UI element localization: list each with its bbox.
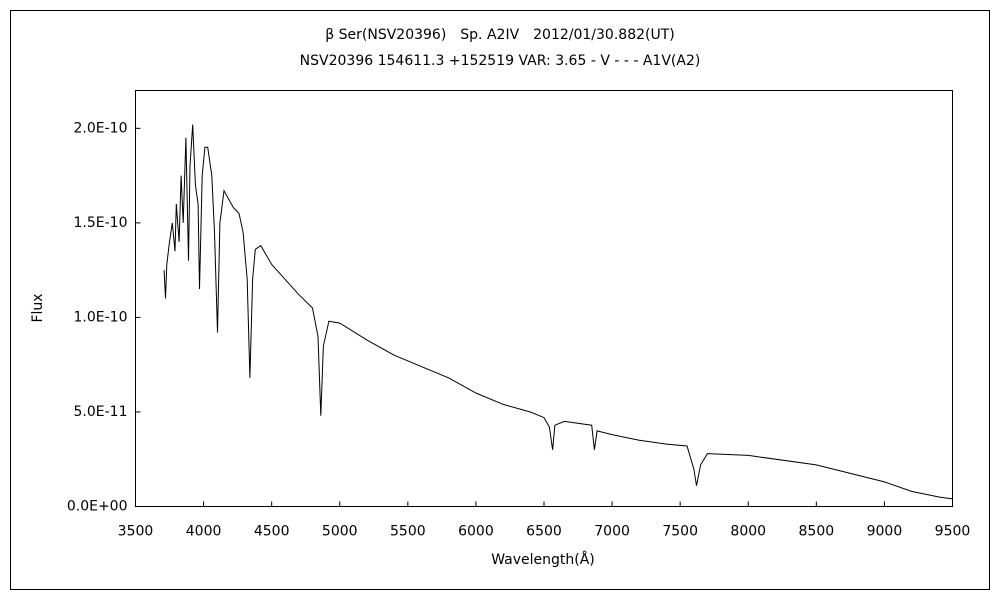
x-tick-label: 8500	[799, 524, 835, 540]
x-tick-label: 6000	[458, 524, 494, 540]
x-tick-label: 6500	[526, 524, 562, 540]
x-tick-label: 4500	[254, 524, 290, 540]
x-tick-label: 4000	[186, 524, 222, 540]
x-tick-label: 9500	[935, 524, 971, 540]
spectrum-line	[163, 124, 953, 500]
frame	[10, 10, 990, 590]
chart-title: β Ser(NSV20396) Sp. A2IV 2012/01/30.882(…	[325, 27, 675, 43]
y-tick-label: 2.0E-10	[74, 120, 128, 136]
y-tick-label: 0.0E+00	[67, 499, 128, 515]
x-tick-label: 8000	[730, 524, 766, 540]
x-tick-label: 7000	[594, 524, 630, 540]
x-tick-label: 3500	[118, 524, 154, 540]
x-tick-label: 9000	[867, 524, 903, 540]
x-tick-label: 7500	[662, 524, 698, 540]
chart-subtitle: NSV20396 154611.3 +152519 VAR: 3.65 - V …	[300, 53, 701, 69]
x-axis-label: Wavelength(Å)	[491, 551, 595, 568]
x-tick-label: 5500	[390, 524, 426, 540]
y-tick-label: 1.5E-10	[74, 215, 128, 231]
y-tick-label: 5.0E-11	[74, 404, 128, 420]
x-tick-label: 5000	[322, 524, 358, 540]
y-axis-label: Flux	[30, 293, 46, 322]
y-tick-label: 1.0E-10	[74, 309, 128, 325]
